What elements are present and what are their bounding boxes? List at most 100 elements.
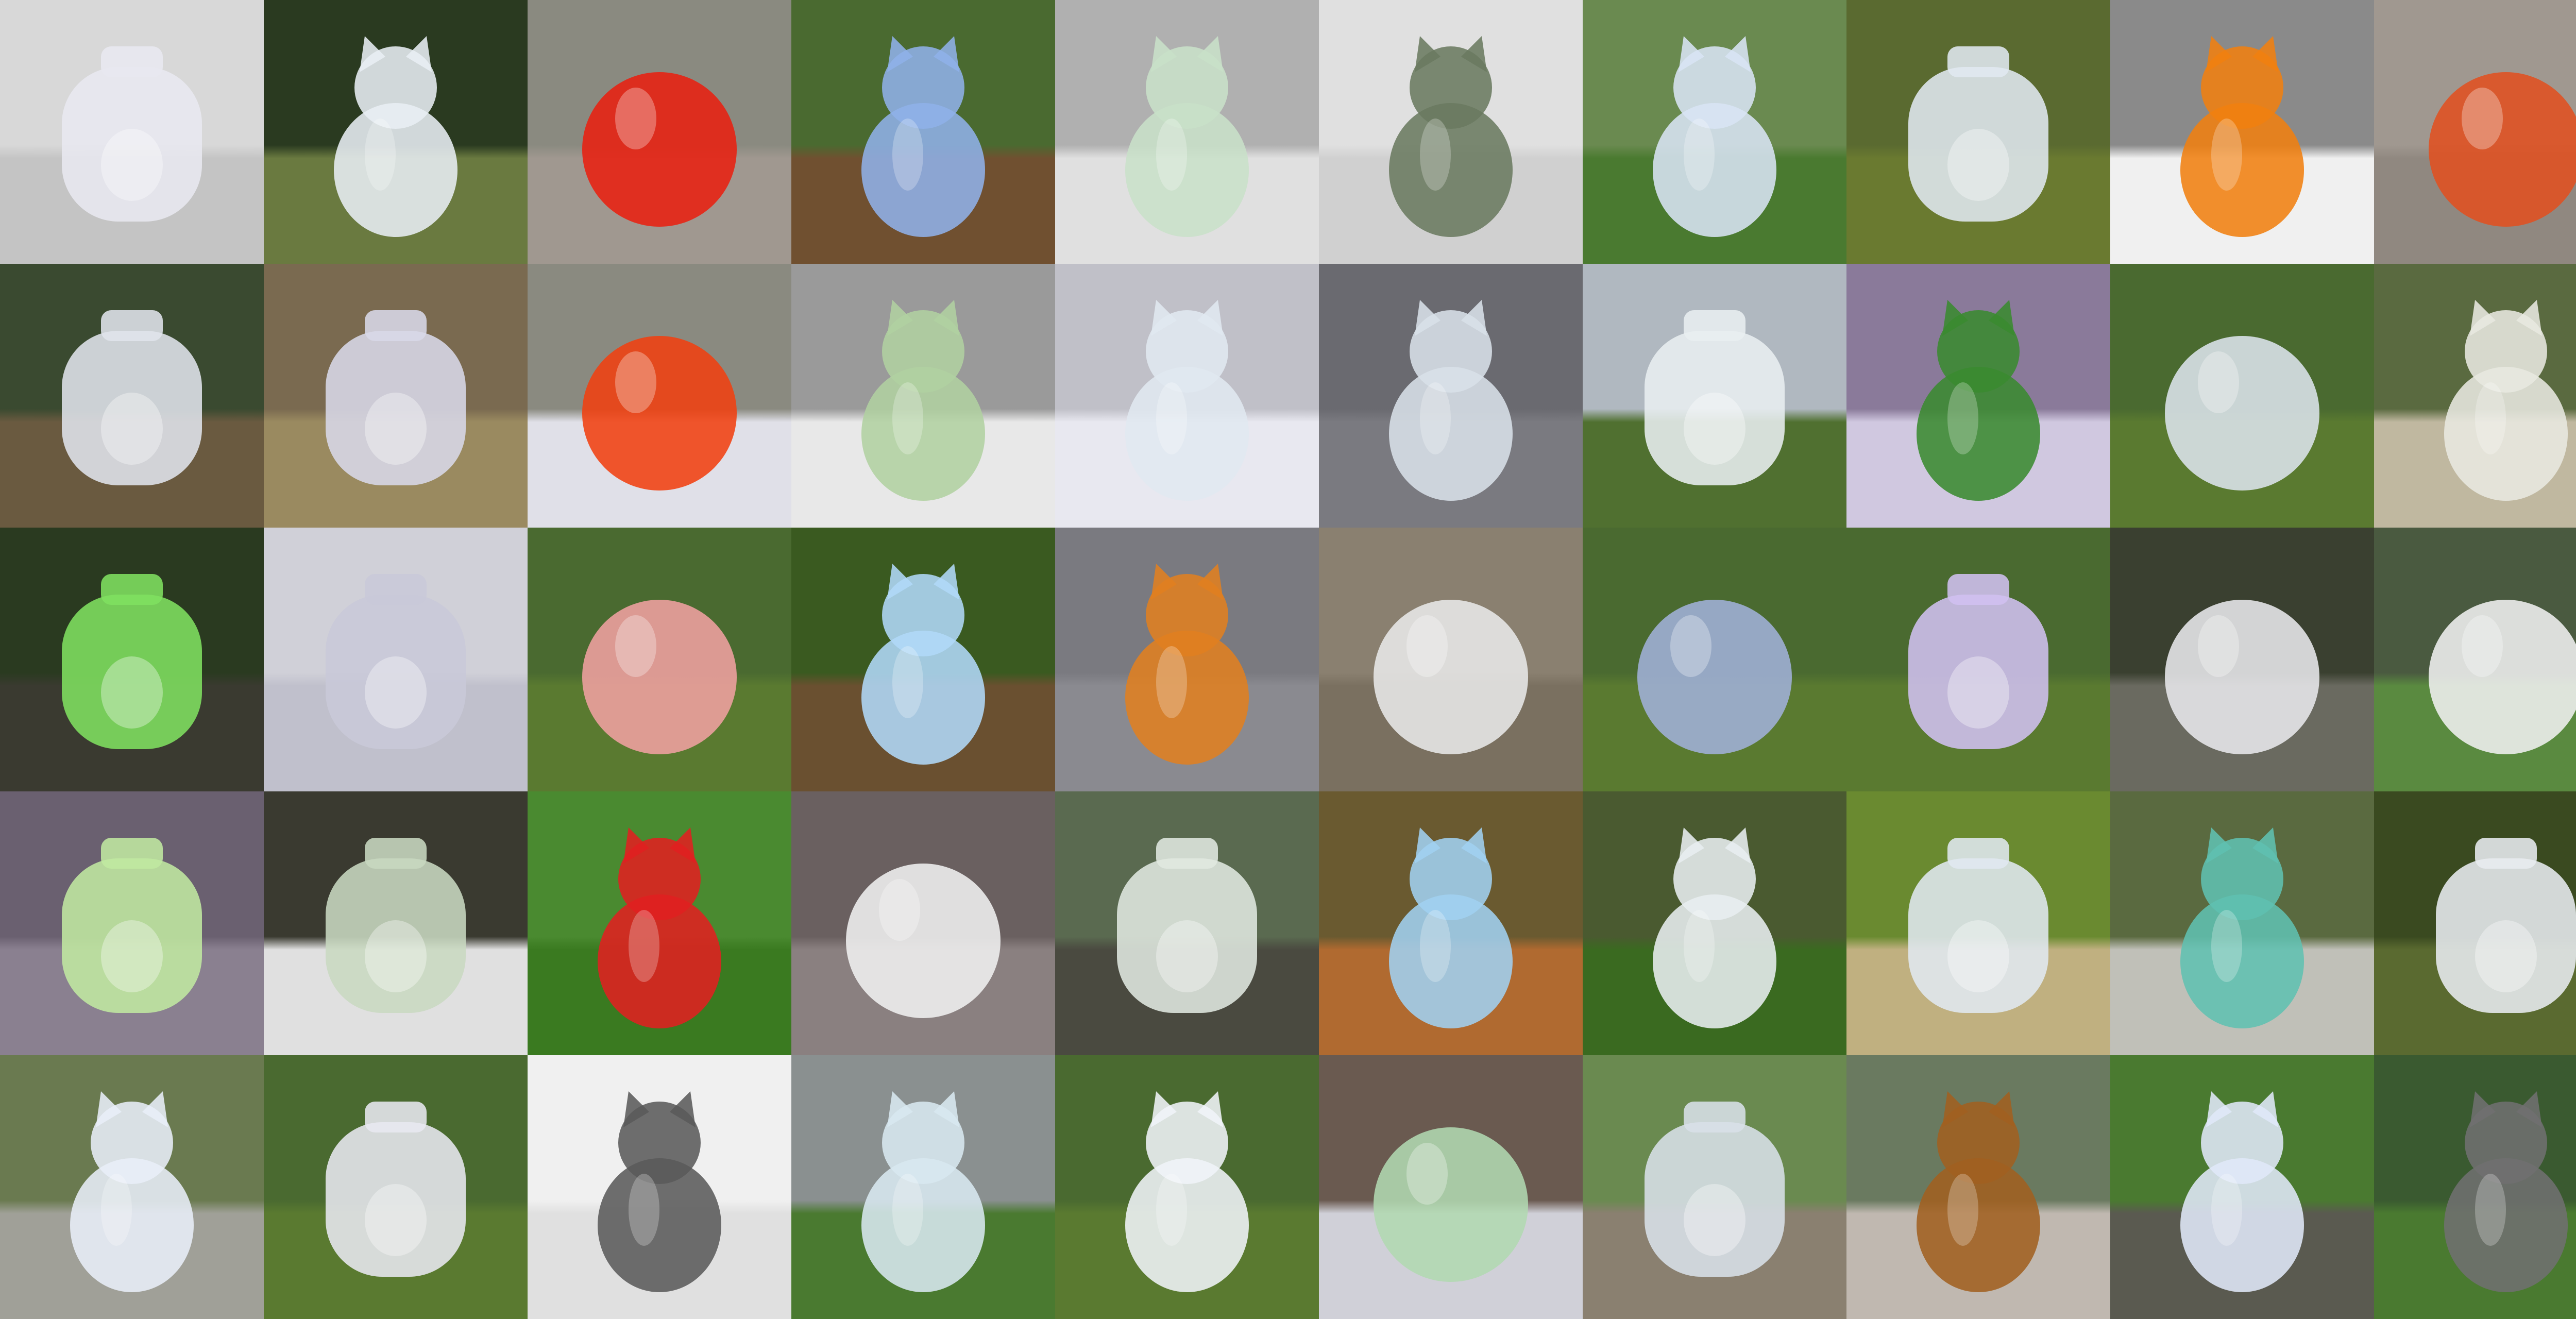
photo-tile [1319,0,1583,264]
glass-highlight [1947,1174,1978,1246]
glass-highlight [879,879,920,941]
photo-tile [264,264,528,528]
photo-tile [1583,791,1846,1055]
photo-tile [791,0,1055,264]
photo-tile [1583,528,1846,791]
glass-cat-head [2465,310,2547,393]
photo-tile [0,791,264,1055]
glass-cat-head [1410,46,1492,129]
glass-jar [62,67,202,222]
photo-tile [528,264,791,528]
glass-cat-body [1125,631,1249,765]
glass-highlight [101,1174,132,1246]
glass-cat-body [2444,367,2568,501]
glass-highlight [1684,119,1715,191]
glass-highlight [2462,88,2503,149]
glass-cat-body [1917,1158,2040,1292]
photo-tile [1583,264,1846,528]
glass-jar [326,1122,466,1277]
photo-tile [791,528,1055,791]
photo-tile [528,1055,791,1319]
glass-cat-head [2201,838,2283,920]
glass-highlight [2211,910,2242,982]
photo-tile [1319,264,1583,528]
glass-blob [1374,600,1528,754]
photo-tile [2374,0,2576,264]
glass-cat-head [1146,574,1228,656]
photo-tile [2374,528,2576,791]
glass-blob [2165,336,2319,491]
glass-jar [1645,1122,1785,1277]
photo-tile [264,1055,528,1319]
photo-tile [2374,264,2576,528]
glass-jar-neck [1947,838,2009,869]
glass-highlight [892,382,923,454]
glass-highlight [892,646,923,718]
glass-cat-ears [2206,1091,2278,1127]
glass-cat-body [861,103,985,237]
glass-jar-neck [101,574,163,605]
photo-tile [791,1055,1055,1319]
glass-jar-figure [1947,129,2009,201]
glass-cat-body [2180,103,2304,237]
photo-tile [1846,264,2110,528]
photo-tile [791,791,1055,1055]
glass-highlight [892,119,923,191]
glass-cat-ears [1679,827,1751,864]
photo-tile [1055,528,1319,791]
glass-blob [846,864,1001,1018]
photo-tile [2110,528,2374,791]
glass-cat-body [1125,367,1249,501]
glass-cat-body [1917,367,2040,501]
photo-tile [1846,791,2110,1055]
glass-cat-ears [1151,36,1223,72]
glass-blob [2429,72,2576,227]
glass-cat-ears [96,1091,168,1127]
glass-jar-figure [1684,393,1745,465]
glass-highlight [1156,382,1187,454]
glass-jar [62,595,202,749]
glass-cat-ears [2206,36,2278,72]
glass-cat-body [2180,894,2304,1028]
photo-tile [2374,1055,2576,1319]
glass-cat-head [2201,1102,2283,1184]
glass-jar-figure [365,656,427,729]
glass-highlight [1420,382,1451,454]
glass-jar [62,331,202,485]
glass-cat-body [2444,1158,2568,1292]
photo-tile [791,264,1055,528]
photo-tile [2110,791,2374,1055]
glass-cat-body [861,367,985,501]
glass-cat-head [1673,46,1756,129]
photo-tile [2110,1055,2374,1319]
glass-cat-body [1389,103,1513,237]
glass-cat-body [70,1158,194,1292]
glass-cat-head [1673,838,1756,920]
glass-cat-body [1653,103,1776,237]
glass-jar-figure [1947,656,2009,729]
photo-tile [528,791,791,1055]
glass-highlight [2462,615,2503,677]
glass-cat-ears [1415,300,1487,336]
glass-jar [1117,858,1257,1013]
glass-blob [582,336,737,491]
glass-highlight [1684,910,1715,982]
glass-jar [1908,595,2048,749]
photo-tile [264,791,528,1055]
photo-tile [1055,264,1319,528]
glass-jar-neck [365,310,427,341]
glass-cat-head [618,1102,701,1184]
glass-cat-head [354,46,437,129]
glass-jar-figure [101,393,163,465]
glass-cat-ears [1415,827,1487,864]
photo-tile [1583,1055,1846,1319]
photo-tile [1319,791,1583,1055]
glass-highlight [2475,1174,2506,1246]
glass-jar-neck [365,574,427,605]
glass-jar-neck [101,838,163,869]
glass-cat-head [2465,1102,2547,1184]
glass-cat-body [334,103,457,237]
glass-cat-ears [1679,36,1751,72]
glass-highlight [1406,615,1448,677]
glass-highlight [2211,1174,2242,1246]
